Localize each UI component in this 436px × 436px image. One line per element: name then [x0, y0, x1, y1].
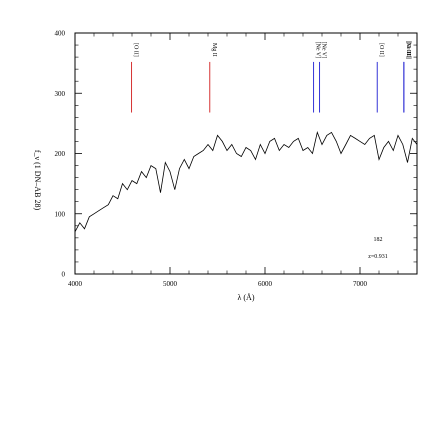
- y-tick-label: 200: [55, 150, 66, 158]
- y-tick-label: 300: [55, 90, 66, 98]
- x-tick-label: 4000: [68, 280, 83, 288]
- y-axis-label: f_ν (1 DN–AB 28): [33, 150, 42, 211]
- y-tick-label: 0: [62, 271, 66, 279]
- emission-line-label-2: [Ne V]: [315, 42, 321, 59]
- emission-line-label-5: [O III]: [405, 42, 411, 58]
- emission-line-label-1: Mg II: [211, 43, 217, 57]
- x-tick-label: 6000: [258, 280, 273, 288]
- y-tick-label: 100: [55, 210, 66, 218]
- x-tick-label: 5000: [163, 280, 178, 288]
- x-tick-label: 7000: [353, 280, 368, 288]
- y-tick-label: 400: [55, 30, 66, 38]
- object-id-label: 182: [374, 237, 383, 243]
- emission-line-label-3: [Ne V]: [321, 42, 327, 59]
- emission-line-label-4: [O II]: [378, 43, 384, 57]
- emission-line-label-0: [O II]: [133, 43, 139, 57]
- redshift-label: z=0.931: [368, 254, 388, 260]
- x-axis-label: λ (Å): [238, 293, 255, 302]
- emission-line-label-6: [Ne III]: [405, 41, 411, 60]
- spectrum-series-0: [74, 131, 418, 232]
